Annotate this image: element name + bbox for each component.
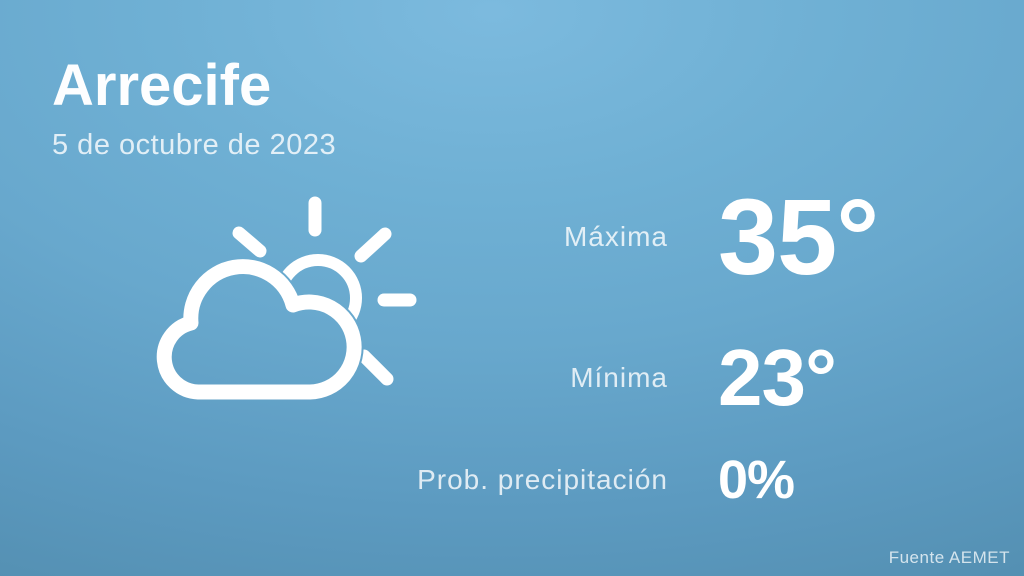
header: Arrecife 5 de octubre de 2023 [52,53,337,162]
precipitation-probability-row: Prob. precipitación 0% [400,450,795,510]
min-temperature-value: 23° [718,333,837,422]
city-title: Arrecife [52,53,272,118]
max-temperature-label: Máxima [563,221,668,252]
min-temperature-label: Mínima [570,362,668,393]
forecast-values: Máxima 35° Mínima 23° Prob. precipitació… [400,0,990,576]
forecast-date: 5 de octubre de 2023 [52,128,337,161]
sun-behind-cloud-icon [150,180,430,440]
min-temperature-row: Mínima 23° [400,332,837,424]
precipitation-probability-label: Prob. precipitación [417,464,668,495]
max-temperature-row: Máxima 35° [400,175,879,299]
source-attribution: Fuente AEMET [888,548,1010,567]
precipitation-probability-value: 0% [718,450,795,510]
max-temperature-value: 35° [718,176,879,297]
